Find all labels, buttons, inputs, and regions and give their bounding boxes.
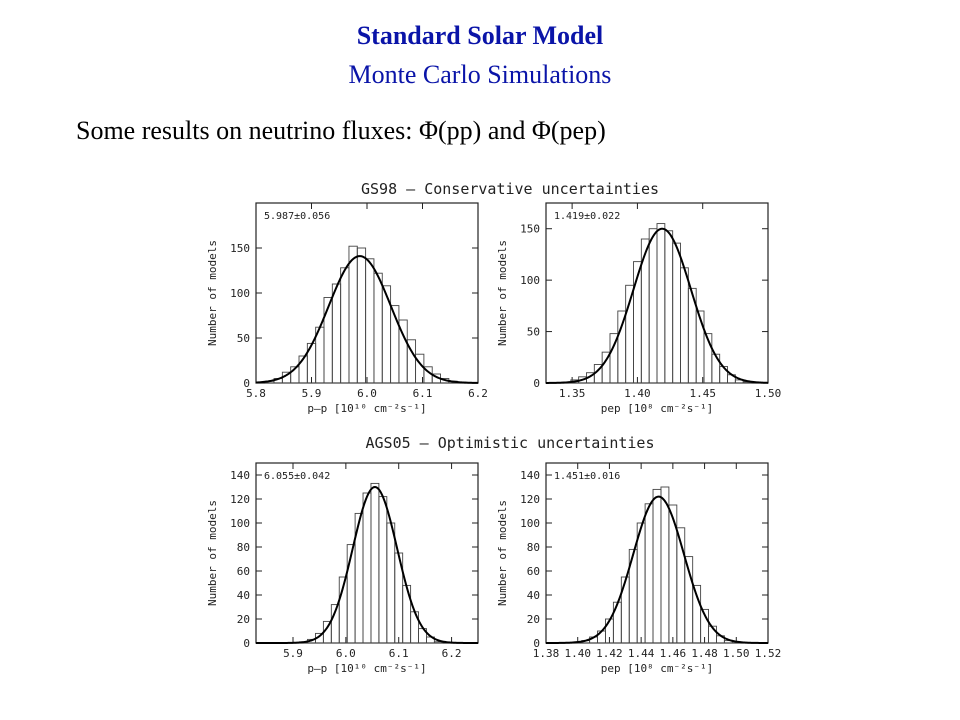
histogram-bar xyxy=(664,230,674,384)
histogram-bar xyxy=(340,267,350,384)
histogram-bar xyxy=(652,488,662,644)
histogram-bar xyxy=(386,522,396,644)
y-tick-label: 60 xyxy=(527,565,540,578)
y-tick-label: 0 xyxy=(243,377,250,390)
y-tick-label: 100 xyxy=(520,274,540,287)
y-tick-label: 60 xyxy=(237,565,250,578)
x-tick-label: 6.1 xyxy=(389,647,409,660)
y-tick-label: 120 xyxy=(520,493,540,506)
histogram-bar xyxy=(648,228,658,384)
gaussian-fit-curve xyxy=(255,255,479,384)
plot-frame xyxy=(545,462,769,644)
x-tick-label: 5.9 xyxy=(302,387,322,400)
y-tick-label: 80 xyxy=(527,541,540,554)
y-tick-label: 40 xyxy=(527,589,540,602)
y-axis-label: Number of models xyxy=(496,500,509,606)
histogram-bar xyxy=(378,496,388,644)
x-tick-label: 1.52 xyxy=(755,647,782,660)
x-tick-label: 5.9 xyxy=(283,647,303,660)
y-tick-label: 50 xyxy=(237,332,250,345)
gaussian-fit-curve xyxy=(545,227,769,384)
y-tick-label: 0 xyxy=(533,377,540,390)
fit-annotation: 5.987±0.056 xyxy=(264,211,330,222)
gaussian-fit-curve xyxy=(256,485,478,644)
x-tick-label: 1.44 xyxy=(628,647,655,660)
y-tick-label: 140 xyxy=(520,469,540,482)
histogram-bar xyxy=(348,245,358,384)
histogram-bar xyxy=(617,310,627,384)
y-axis-label: Number of models xyxy=(496,240,509,346)
x-tick-label: 1.35 xyxy=(559,387,586,400)
x-tick-label: 1.45 xyxy=(689,387,716,400)
histogram-bar xyxy=(695,310,705,384)
histogram-gs98-pp: 5.8 5.9 6.0 6.1 6.2 0 50 100 150 p–p [10¹⁰ cm⁻²s⁻… xyxy=(206,202,488,415)
x-tick-label: 6.1 xyxy=(413,387,433,400)
x-axis-label: pep [10⁸ cm⁻²s⁻¹] xyxy=(601,402,714,415)
x-tick-label: 1.48 xyxy=(691,647,718,660)
x-tick-label: 1.50 xyxy=(755,387,782,400)
y-tick-label: 100 xyxy=(520,517,540,530)
y-tick-label: 100 xyxy=(230,287,250,300)
histogram-bar xyxy=(734,379,744,384)
y-tick-label: 140 xyxy=(230,469,250,482)
slide-intro-text: Some results on neutrino fluxes: Φ(pp) a… xyxy=(76,116,606,145)
histogram-ags05-pp: 5.9 6.0 6.1 6.2 0 20 40 60 80 100 120 140 p–p [10¹⁰ … xyxy=(206,462,479,675)
y-tick-label: 20 xyxy=(527,613,540,626)
plot-frame xyxy=(255,462,479,644)
gaussian-fit-curve xyxy=(546,495,769,644)
histogram-bar xyxy=(365,258,375,384)
y-tick-label: 100 xyxy=(230,517,250,530)
y-tick-label: 80 xyxy=(237,541,250,554)
histogram-bar xyxy=(362,492,372,644)
y-tick-label: 20 xyxy=(237,613,250,626)
x-tick-label: 6.0 xyxy=(336,647,356,660)
x-tick-label: 1.50 xyxy=(723,647,750,660)
x-tick-label: 1.38 xyxy=(533,647,560,660)
fit-annotation: 1.451±0.016 xyxy=(554,471,620,482)
y-tick-label: 50 xyxy=(527,326,540,339)
histogram-bar xyxy=(656,223,666,384)
fit-annotation: 1.419±0.022 xyxy=(554,211,620,222)
y-axis-label: Number of models xyxy=(206,240,219,346)
fit-annotation: 6.055±0.042 xyxy=(264,471,330,482)
slide-title: Standard Solar Model xyxy=(356,21,604,50)
histogram-bar xyxy=(636,522,646,644)
plot-frame xyxy=(255,202,479,384)
histogram-bar xyxy=(331,283,342,384)
y-tick-label: 40 xyxy=(237,589,250,602)
x-axis-label: pep [10⁸ cm⁻²s⁻¹] xyxy=(601,662,714,675)
x-tick-label: 6.2 xyxy=(468,387,488,400)
histogram-ags05-pep: 1.38 1.40 1.42 1.44 1.46 1.48 1.50 1.52 0 20 40 60 8… xyxy=(496,462,782,675)
ags05-group-title: AGS05 – Optimistic uncertainties xyxy=(365,434,655,452)
histogram-bar xyxy=(672,242,681,384)
y-tick-label: 0 xyxy=(243,637,250,650)
histogram-bar xyxy=(644,503,654,644)
x-tick-label: 1.42 xyxy=(596,647,623,660)
y-tick-label: 150 xyxy=(230,242,250,255)
x-tick-label: 1.46 xyxy=(660,647,687,660)
y-axis-label: Number of models xyxy=(206,500,219,606)
y-tick-label: 120 xyxy=(230,493,250,506)
x-tick-label: 1.40 xyxy=(564,647,591,660)
x-tick-label: 1.40 xyxy=(624,387,651,400)
x-tick-label: 6.0 xyxy=(357,387,377,400)
histogram-bar xyxy=(370,482,380,644)
histogram-gs98-pep: 1.35 1.40 1.45 1.50 0 50 100 150 pep [10⁸ cm⁻²s⁻… xyxy=(496,202,782,415)
slide-subtitle: Monte Carlo Simulations xyxy=(348,60,612,89)
x-tick-label: 6.2 xyxy=(442,647,462,660)
x-axis-label: p–p [10¹⁰ cm⁻²s⁻¹] xyxy=(307,402,426,415)
histogram-bar xyxy=(373,272,383,384)
y-tick-label: 0 xyxy=(533,637,540,650)
histogram-bar xyxy=(660,486,670,644)
y-tick-label: 150 xyxy=(520,223,540,236)
x-axis-label: p–p [10¹⁰ cm⁻²s⁻¹] xyxy=(307,662,426,675)
histogram-bar xyxy=(356,247,367,384)
histogram-bar xyxy=(323,297,333,384)
gs98-group-title: GS98 – Conservative uncertainties xyxy=(360,180,659,198)
x-tick-label: 5.8 xyxy=(246,387,266,400)
histogram-bar xyxy=(680,267,689,384)
